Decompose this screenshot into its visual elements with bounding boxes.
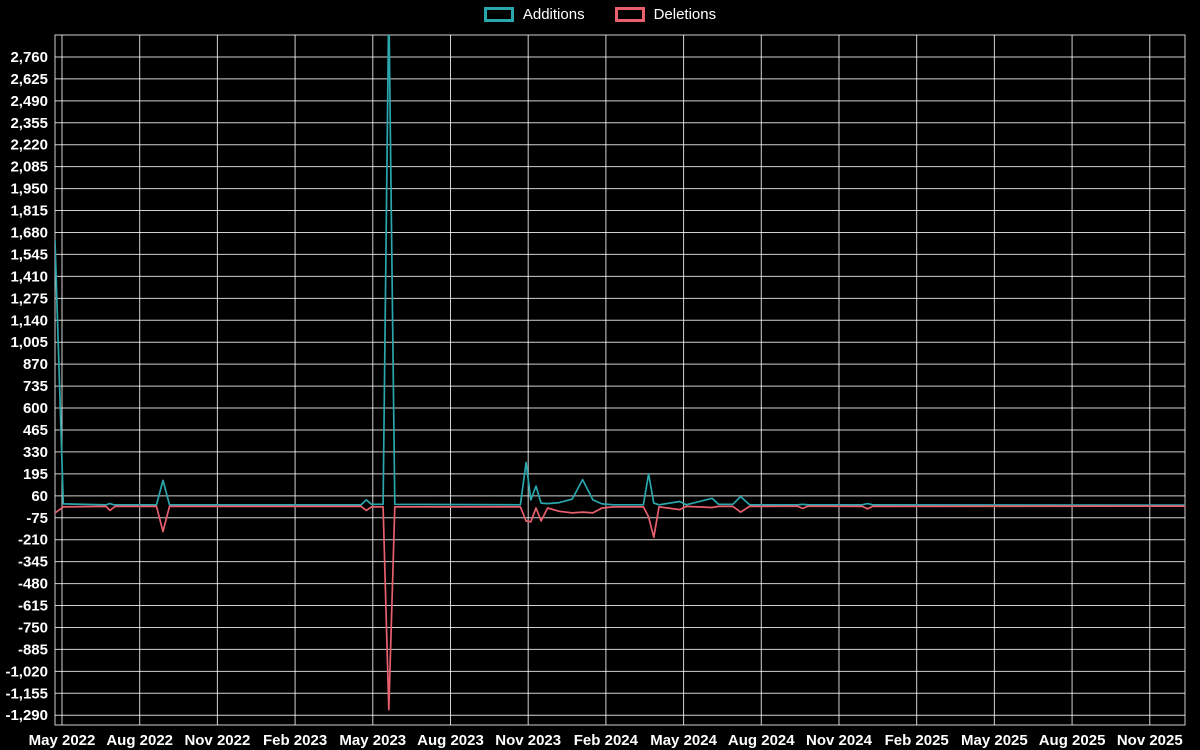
x-tick-label: May 2023 bbox=[339, 732, 406, 749]
y-tick-label: 600 bbox=[23, 400, 48, 417]
series-lines bbox=[55, 35, 1185, 711]
y-tick-label: 1,815 bbox=[10, 203, 48, 220]
x-tick-label: Nov 2024 bbox=[806, 732, 873, 749]
legend-item-deletions[interactable]: Deletions bbox=[614, 6, 717, 23]
y-tick-label: -615 bbox=[18, 598, 48, 615]
chart-legend: Additions Deletions bbox=[0, 6, 1200, 23]
y-tick-label: 1,680 bbox=[10, 224, 48, 241]
x-tick-label: Nov 2022 bbox=[184, 732, 250, 749]
x-tick-label: Aug 2025 bbox=[1039, 732, 1106, 749]
y-tick-label: 2,625 bbox=[10, 71, 48, 88]
y-tick-label: -480 bbox=[18, 576, 48, 593]
axis-tick-labels: 2,760 2,625 2,490 2,355 2,220 2,085 1,950 1,815… bbox=[5, 49, 1182, 749]
x-tick-label: Nov 2023 bbox=[495, 732, 561, 749]
series-line-additions bbox=[55, 35, 1185, 506]
y-tick-label: 1,410 bbox=[10, 268, 48, 285]
y-tick-label: -885 bbox=[18, 641, 48, 658]
y-tick-label: 195 bbox=[23, 466, 48, 483]
y-tick-label: 2,760 bbox=[10, 49, 48, 66]
x-tick-label: Feb 2023 bbox=[263, 732, 327, 749]
legend-label-deletions: Deletions bbox=[653, 6, 717, 23]
y-tick-label: 330 bbox=[23, 444, 48, 461]
x-tick-label: May 2025 bbox=[961, 732, 1028, 749]
y-tick-label: 1,140 bbox=[10, 312, 48, 329]
y-tick-label: -210 bbox=[18, 532, 48, 549]
y-tick-label: 1,545 bbox=[10, 246, 48, 263]
x-tick-label: May 2024 bbox=[650, 732, 717, 749]
y-tick-label: 735 bbox=[23, 378, 48, 395]
legend-item-additions[interactable]: Additions bbox=[483, 6, 585, 23]
x-tick-label: Aug 2024 bbox=[728, 732, 795, 749]
additions-swatch bbox=[483, 7, 514, 22]
y-tick-label: -750 bbox=[18, 619, 48, 636]
series-line-deletions bbox=[55, 505, 1185, 711]
x-tick-label: Aug 2023 bbox=[417, 732, 484, 749]
x-tick-label: Aug 2022 bbox=[106, 732, 173, 749]
y-tick-label: 465 bbox=[23, 422, 48, 439]
gridlines bbox=[54, 34, 1186, 726]
y-tick-label: 2,355 bbox=[10, 115, 48, 132]
y-tick-label: 2,490 bbox=[10, 93, 48, 110]
x-tick-label: Feb 2024 bbox=[574, 732, 639, 749]
y-tick-label: 1,005 bbox=[10, 334, 48, 351]
deletions-swatch bbox=[614, 7, 645, 22]
legend-label-additions: Additions bbox=[522, 6, 585, 23]
x-tick-label: May 2022 bbox=[29, 732, 96, 749]
y-tick-label: 1,950 bbox=[10, 181, 48, 198]
x-tick-label: Feb 2025 bbox=[885, 732, 949, 749]
y-tick-label: 2,085 bbox=[10, 159, 48, 176]
y-tick-label: 870 bbox=[23, 356, 48, 373]
y-tick-label: -345 bbox=[18, 554, 48, 571]
y-tick-label: -1,020 bbox=[5, 663, 48, 680]
y-tick-label: 2,220 bbox=[10, 137, 48, 154]
x-tick-label: Nov 2025 bbox=[1117, 732, 1183, 749]
y-tick-label: -1,155 bbox=[5, 685, 48, 702]
plot-border bbox=[54, 34, 1186, 726]
y-tick-label: 60 bbox=[31, 488, 48, 505]
y-tick-label: 1,275 bbox=[10, 290, 48, 307]
y-tick-label: -75 bbox=[26, 510, 48, 527]
y-tick-label: -1,290 bbox=[5, 707, 48, 724]
